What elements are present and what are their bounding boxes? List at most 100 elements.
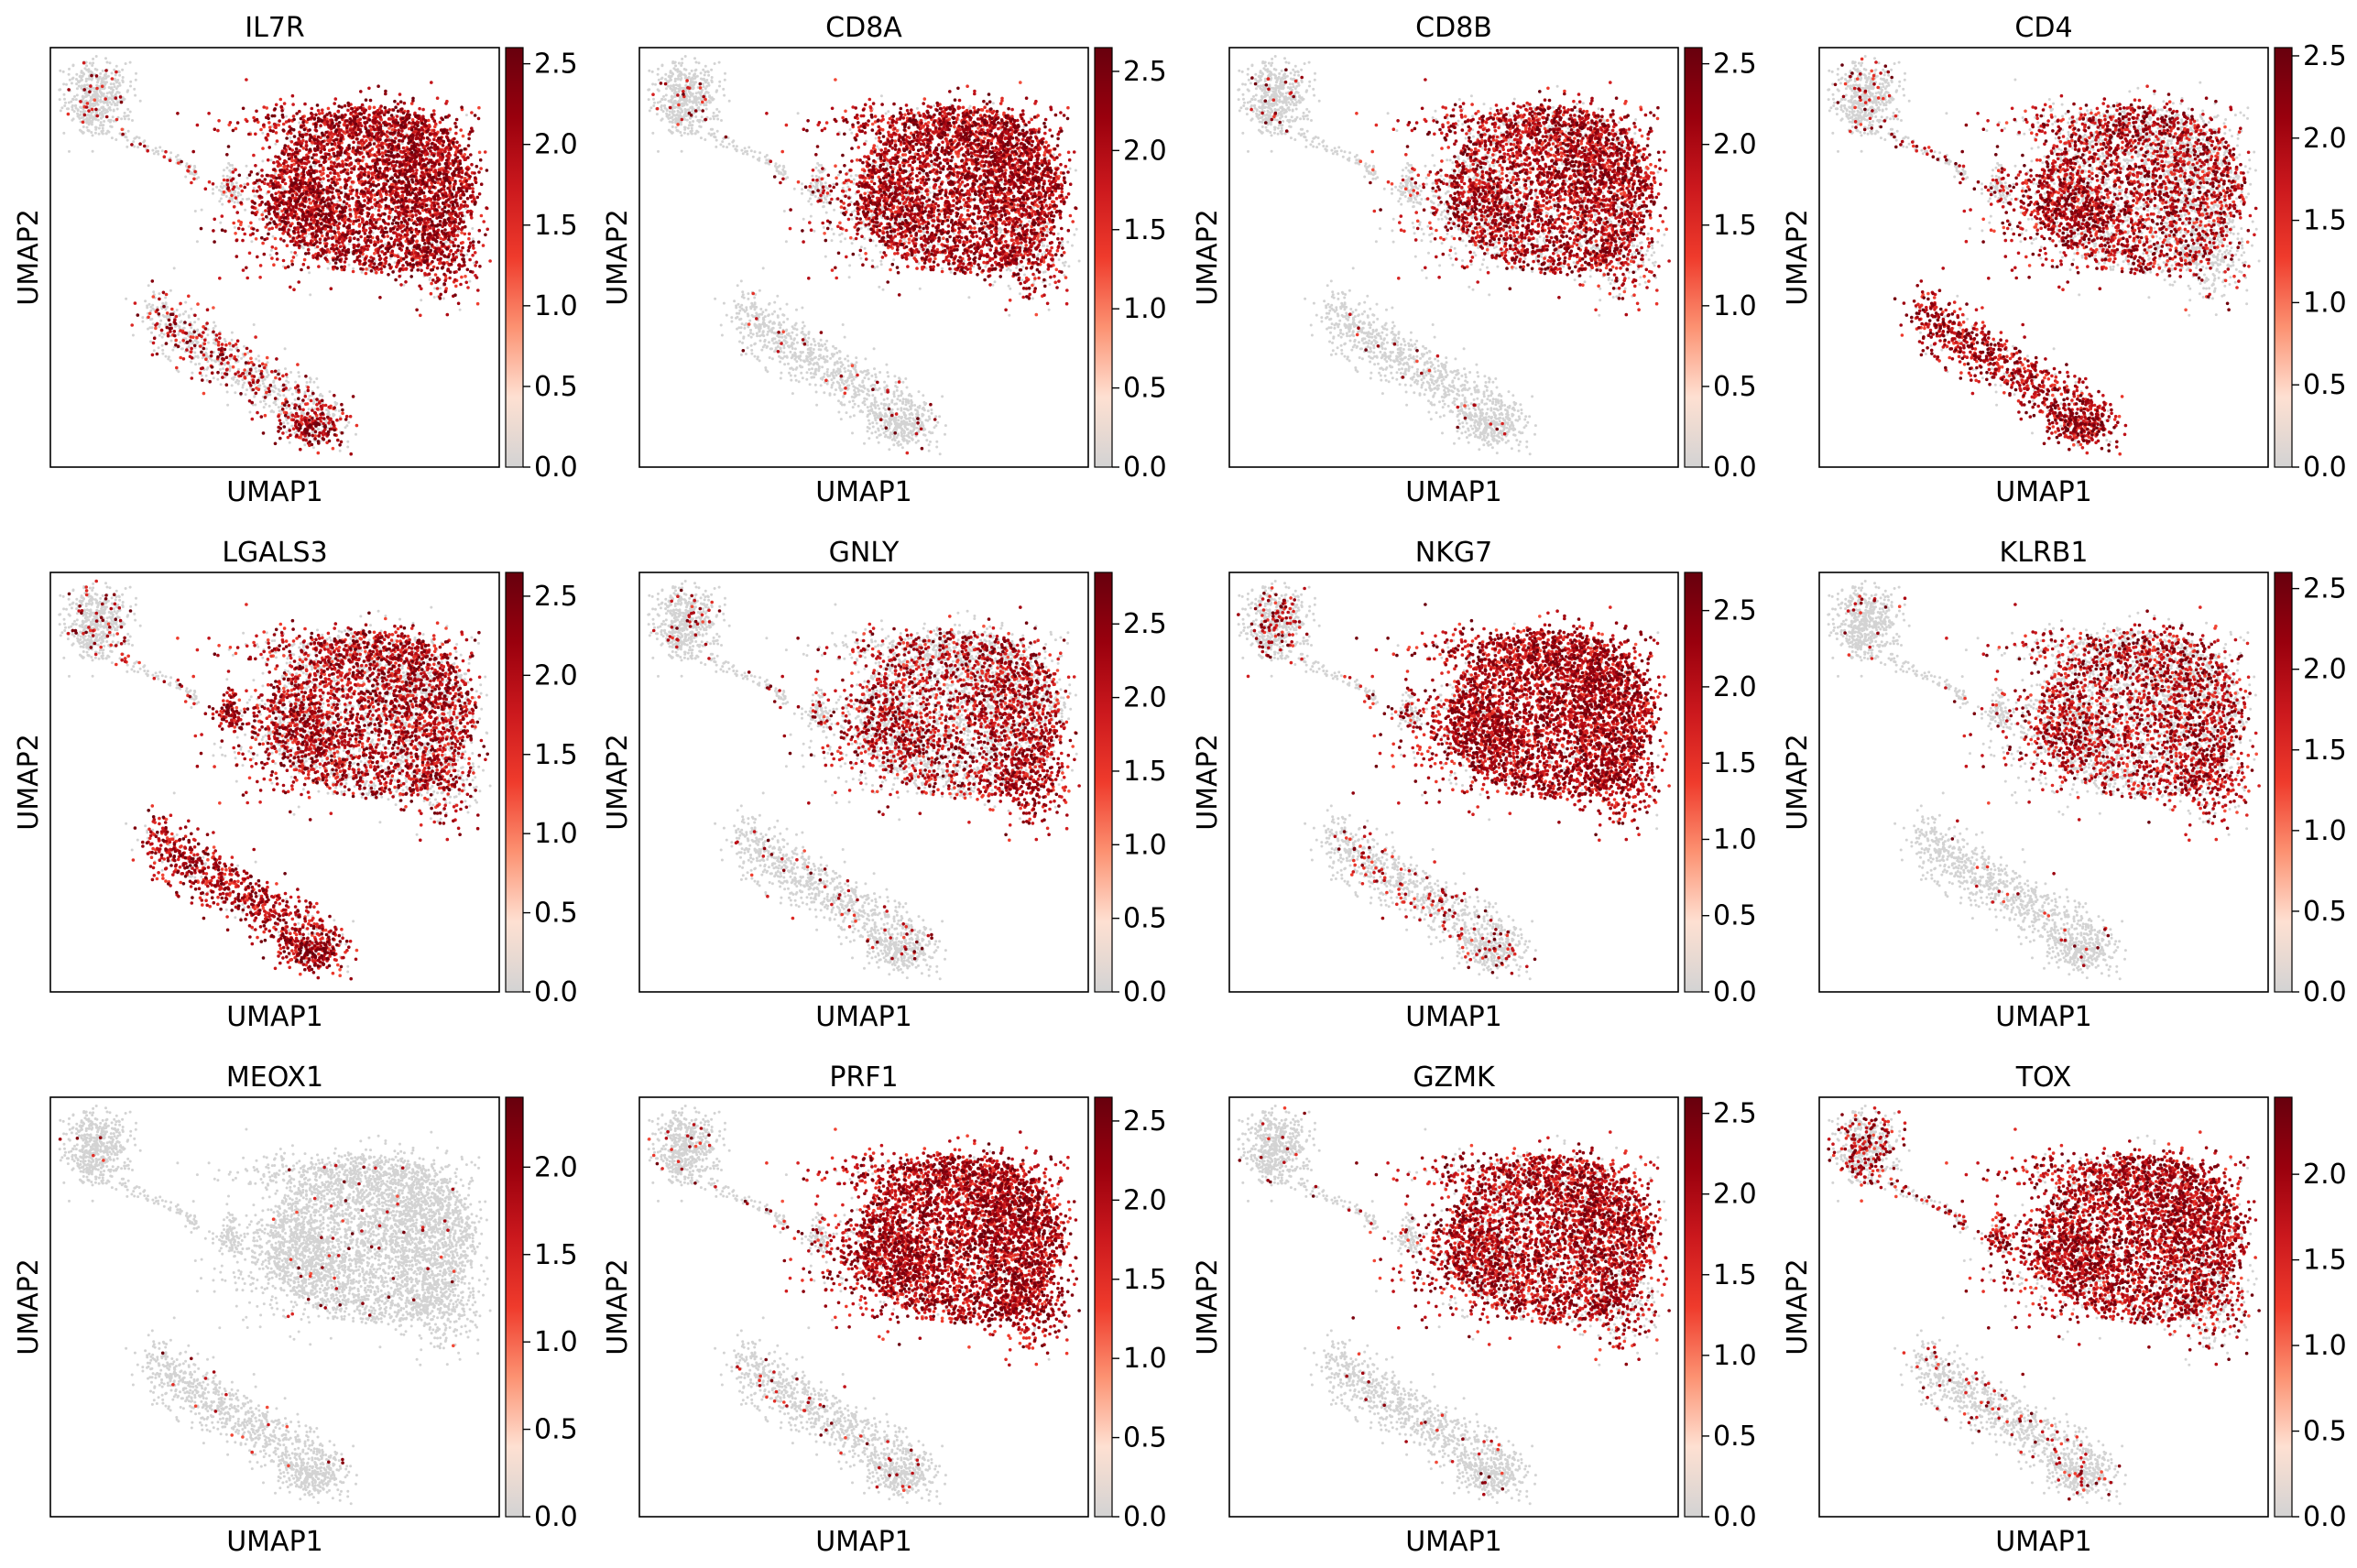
cell-point (237, 383, 240, 386)
cell-point (234, 391, 236, 394)
cell-point (297, 371, 300, 374)
cell-point (118, 71, 121, 73)
cell-point (121, 69, 124, 71)
cell-point (122, 76, 125, 79)
cell-point (246, 165, 248, 168)
cell-point (194, 210, 197, 212)
cell-point (234, 201, 236, 203)
cell-point (110, 119, 113, 122)
cell-point (205, 353, 208, 355)
cell-point (262, 382, 265, 385)
cell-point (111, 71, 114, 74)
cell-point (312, 381, 315, 384)
cell-point (81, 84, 83, 87)
cell-point (215, 186, 218, 189)
cell-point (111, 94, 114, 97)
cell-point (186, 162, 189, 165)
cell-point (104, 72, 107, 75)
cell-point (122, 81, 125, 83)
cell-point (96, 81, 99, 83)
cell-point (243, 183, 246, 186)
cell-point (68, 150, 71, 153)
cell-point (124, 98, 126, 101)
cell-point (73, 110, 76, 113)
cell-point (78, 85, 81, 88)
cell-point (92, 58, 94, 60)
cell-point (459, 309, 462, 311)
cell-point (198, 363, 201, 365)
cell-point (129, 111, 132, 114)
cell-point (245, 393, 247, 396)
cell-point (111, 86, 114, 89)
cell-point (59, 70, 61, 72)
cell-point (152, 290, 155, 293)
cell-point (100, 121, 103, 124)
cell-point (77, 109, 80, 112)
cell-point (133, 137, 136, 140)
cell-point (157, 153, 159, 156)
cell-point (274, 143, 277, 146)
cell-point (95, 69, 98, 71)
cell-point (361, 271, 364, 274)
cell-point (291, 402, 294, 405)
cell-point (136, 136, 138, 138)
cell-point (62, 71, 65, 73)
cell-point (85, 80, 88, 82)
cell-point (243, 345, 246, 348)
cell-point (71, 105, 73, 108)
cell-point (194, 363, 197, 365)
cell-point (108, 131, 111, 134)
cell-point (169, 151, 172, 154)
cell-point (223, 185, 225, 188)
cell-point (78, 114, 81, 116)
cell-point (235, 181, 238, 184)
cell-point (247, 225, 250, 228)
cell-point (191, 343, 194, 345)
cell-point (190, 308, 192, 310)
cell-point (88, 118, 91, 121)
cell-point (465, 254, 468, 256)
cell-point (107, 75, 110, 78)
cell-point (89, 62, 92, 65)
cell-point (184, 176, 187, 179)
cell-point (129, 81, 132, 83)
cell-point (464, 214, 466, 217)
cell-point (225, 195, 228, 198)
cell-point (221, 372, 224, 375)
cell-point (287, 381, 289, 384)
cell-point (175, 156, 178, 158)
cell-point (136, 146, 139, 148)
cell-point (237, 191, 240, 194)
cell-point (76, 87, 79, 90)
cell-point (100, 93, 103, 95)
cell-point (352, 267, 355, 270)
cell-point (231, 377, 234, 380)
cell-point (80, 71, 82, 74)
cell-point (147, 145, 149, 147)
cell-point (84, 93, 87, 95)
cell-point (256, 182, 259, 185)
cell-point (306, 381, 309, 384)
cell-point (179, 341, 181, 343)
cell-point (91, 99, 93, 102)
scatter-points (58, 55, 492, 456)
cell-point (93, 117, 96, 120)
cell-point (361, 256, 364, 258)
cell-point (133, 146, 136, 148)
cell-point (193, 173, 196, 176)
cell-point (159, 320, 162, 322)
cell-point (264, 378, 267, 381)
cell-point (60, 106, 63, 109)
cell-point (68, 73, 71, 76)
cell-point (429, 278, 431, 281)
cell-point (132, 140, 135, 143)
cell-point (103, 78, 105, 81)
cell-point (285, 115, 288, 118)
cell-point (236, 355, 239, 358)
cell-point (111, 98, 114, 101)
cell-point (222, 175, 224, 178)
cell-point (82, 95, 84, 98)
cell-point (125, 298, 127, 300)
cell-point (112, 115, 115, 118)
